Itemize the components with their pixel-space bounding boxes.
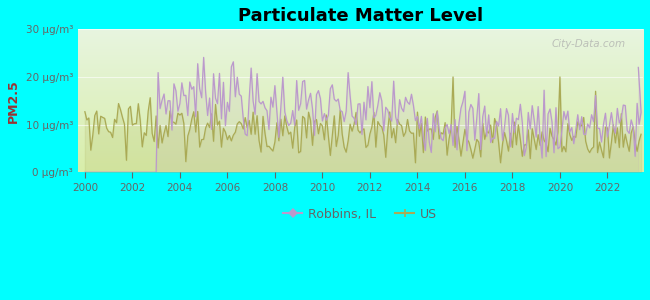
- Legend: Robbins, IL, US: Robbins, IL, US: [278, 203, 443, 226]
- Text: City-Data.com: City-Data.com: [552, 39, 626, 49]
- Y-axis label: PM2.5: PM2.5: [7, 79, 20, 123]
- Title: Particulate Matter Level: Particulate Matter Level: [238, 7, 483, 25]
